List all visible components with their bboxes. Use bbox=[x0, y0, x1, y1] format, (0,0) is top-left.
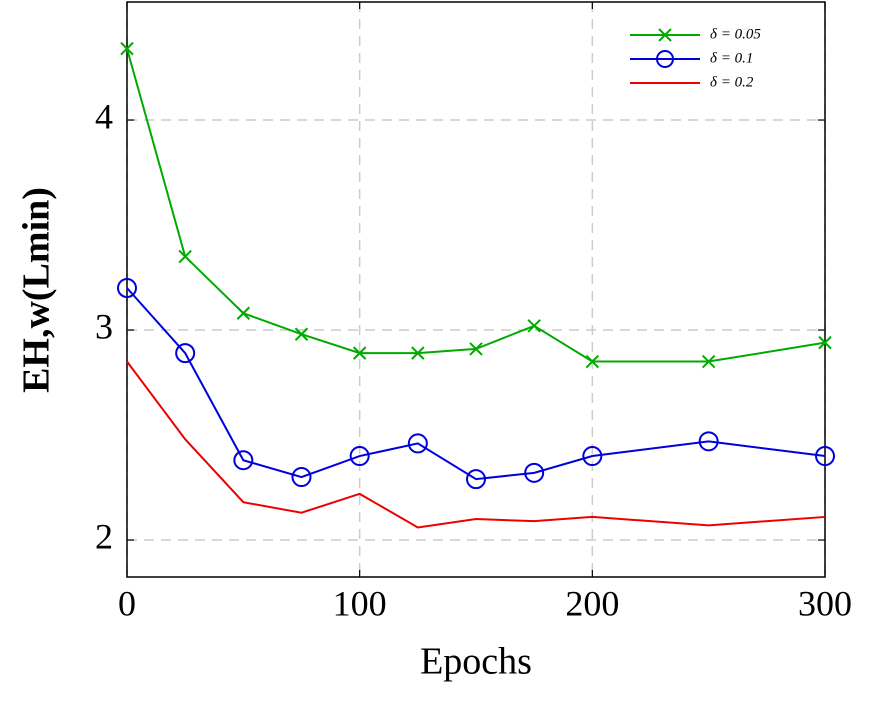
marker bbox=[527, 319, 541, 333]
marker bbox=[352, 346, 367, 360]
legend-marker bbox=[656, 50, 674, 68]
y-tick-label: 2 bbox=[95, 516, 113, 556]
series-line bbox=[126, 48, 826, 363]
marker bbox=[411, 346, 425, 360]
legend-label: δ = 0.2 bbox=[710, 74, 754, 90]
marker bbox=[701, 354, 716, 369]
legend-marker bbox=[658, 28, 672, 42]
marker bbox=[815, 446, 835, 467]
marker bbox=[698, 431, 719, 452]
marker bbox=[175, 343, 196, 364]
marker bbox=[117, 278, 137, 299]
series-line bbox=[126, 287, 826, 481]
legend-label: δ = 0.05 bbox=[710, 26, 761, 42]
marker bbox=[585, 354, 600, 369]
x-tick-label: 200 bbox=[565, 583, 619, 623]
marker bbox=[349, 446, 370, 467]
series bbox=[120, 41, 832, 369]
marker bbox=[524, 462, 545, 483]
y-tick-label: 4 bbox=[95, 96, 113, 136]
x-tick-label: 300 bbox=[798, 583, 852, 623]
x-tick-label: 0 bbox=[118, 583, 136, 623]
marker bbox=[291, 467, 312, 488]
y-tick-label: 3 bbox=[95, 306, 113, 346]
marker bbox=[818, 335, 832, 350]
x-tick-label: 100 bbox=[333, 583, 387, 623]
marker bbox=[120, 41, 134, 56]
x-axis-label: Epochs bbox=[420, 641, 532, 683]
marker bbox=[407, 433, 428, 454]
marker bbox=[178, 249, 192, 264]
series bbox=[126, 360, 826, 529]
marker bbox=[294, 327, 309, 341]
series bbox=[117, 278, 835, 490]
marker bbox=[466, 469, 486, 490]
marker bbox=[582, 446, 603, 467]
series-line bbox=[126, 360, 826, 529]
legend-label: δ = 0.1 bbox=[710, 50, 753, 66]
y-axis-label: EH,w(Lmin) bbox=[16, 187, 58, 393]
marker bbox=[233, 450, 254, 471]
marker bbox=[469, 342, 483, 356]
marker bbox=[236, 306, 251, 320]
